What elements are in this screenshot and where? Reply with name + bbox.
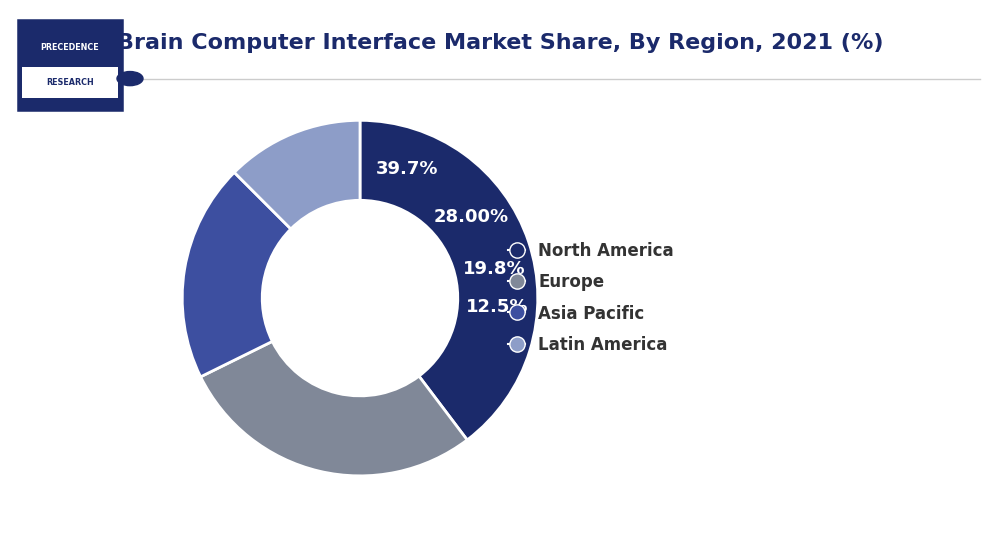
Text: 19.8%: 19.8%	[463, 260, 526, 278]
Text: 28.00%: 28.00%	[433, 208, 509, 225]
Wedge shape	[201, 341, 467, 476]
Text: PRECEDENCE: PRECEDENCE	[41, 43, 99, 52]
Wedge shape	[182, 172, 291, 377]
Text: 12.5%: 12.5%	[466, 298, 529, 316]
Text: RESEARCH: RESEARCH	[46, 78, 94, 87]
Wedge shape	[234, 120, 360, 229]
Legend: North America, Europe, Asia Pacific, Latin America: North America, Europe, Asia Pacific, Lat…	[502, 235, 681, 361]
Text: Brain Computer Interface Market Share, By Region, 2021 (%): Brain Computer Interface Market Share, B…	[117, 33, 883, 53]
Wedge shape	[360, 120, 538, 440]
FancyBboxPatch shape	[22, 67, 118, 98]
Text: 39.7%: 39.7%	[376, 159, 438, 178]
FancyBboxPatch shape	[15, 17, 125, 113]
